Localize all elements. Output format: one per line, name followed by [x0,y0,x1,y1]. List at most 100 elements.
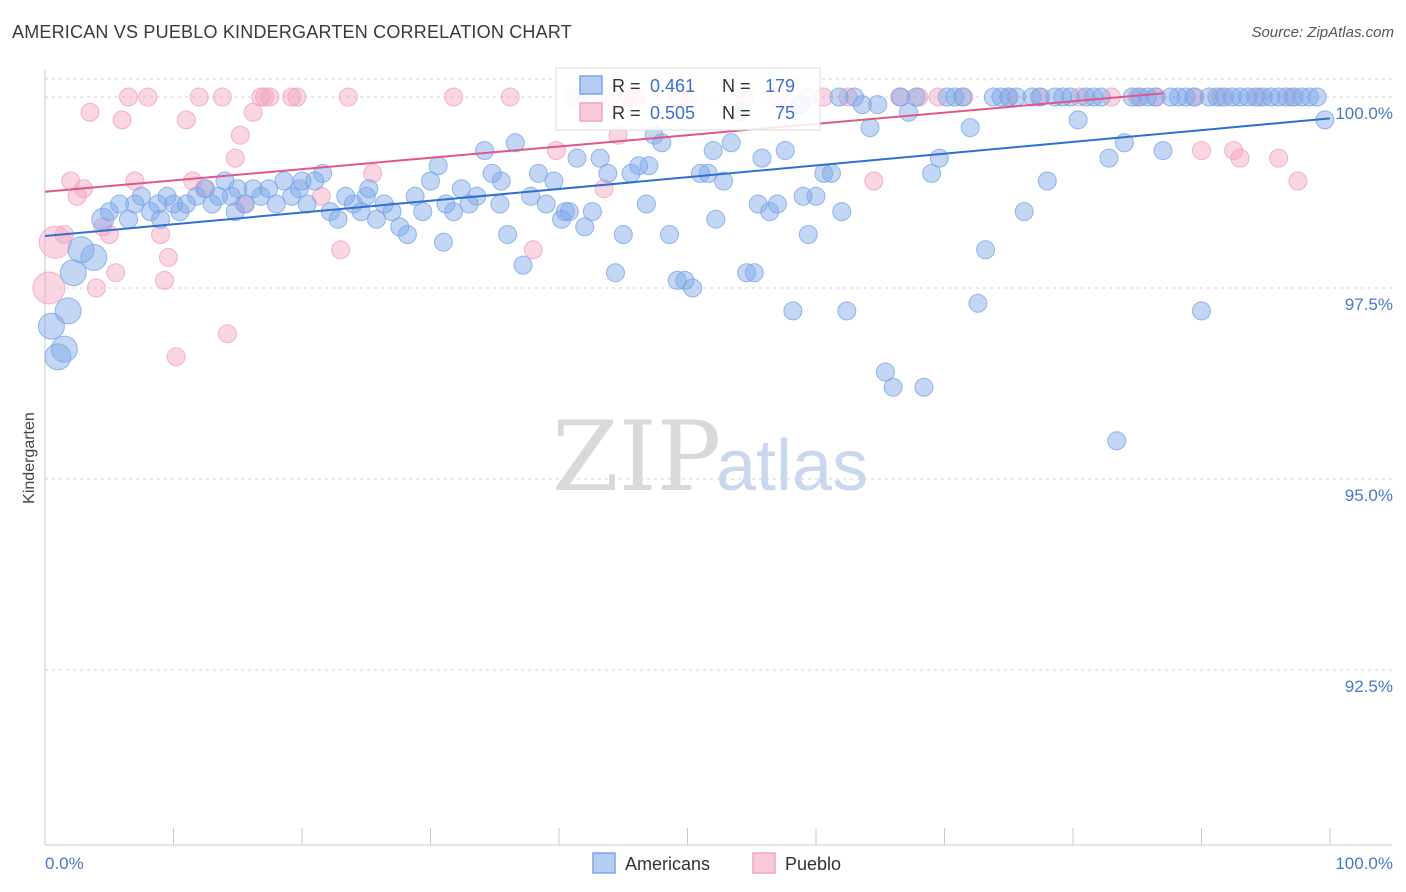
american-point [1161,87,1181,107]
pueblo-point [444,87,464,107]
american-point [1276,87,1296,107]
american-point [1168,87,1188,107]
american-point [444,202,464,222]
american-point [1246,87,1265,107]
american-point [475,141,494,160]
american-point [1037,171,1057,191]
american-point [125,194,145,214]
american-point [1192,301,1211,321]
american-point [157,186,177,206]
american-point [1261,87,1281,107]
american-point [1184,87,1204,107]
american-point [225,202,245,222]
pueblo-point [1192,141,1211,160]
american-point [906,87,926,107]
american-r-label: R = [612,76,641,96]
pueblo-point [282,87,302,107]
american-point [1299,87,1319,107]
series-legend: Americans Pueblo [592,852,841,874]
american-point [251,186,271,206]
american-point [459,194,479,214]
gridlines [45,78,1392,671]
american-swatch [579,75,603,95]
american-point [80,243,108,271]
pueblo-point [1288,171,1308,191]
x-ticks [44,828,1331,845]
pueblo-point [1269,148,1289,168]
pueblo-point [864,171,884,191]
american-point [613,225,633,244]
pueblo-point [119,87,138,107]
watermark: ZIP atlas [552,401,868,513]
x-tick-label-min: 0.0% [45,854,84,873]
pueblo-point [189,87,209,107]
pueblo-n-label: N = [722,103,751,123]
american-point [266,194,286,214]
pueblo-point [176,110,196,130]
pueblo-point [500,87,520,107]
american-point [228,179,248,199]
source-label: Source: ZipAtlas.com [1251,24,1394,41]
american-point [806,186,826,206]
american-point [606,263,625,283]
american-point [536,194,556,214]
american-point [313,163,333,183]
american-r-value: 0.461 [650,76,695,96]
pueblo-point [331,240,351,260]
pueblo-point [1224,141,1244,160]
pueblo-point [138,87,158,107]
american-point [914,377,934,397]
american-point [929,148,949,168]
american-point [1014,202,1034,222]
american-point [1238,87,1258,107]
pueblo-point [218,324,237,344]
american-point [798,225,818,244]
american-point [976,240,996,260]
pueblo-r-label: R = [612,103,641,123]
pueblo-point [32,271,66,305]
american-point [945,87,965,107]
pueblo-point [158,247,178,267]
american-point [1022,87,1042,107]
american-point [1307,87,1327,107]
american-point [991,87,1011,107]
american-point [140,202,160,222]
trend-lines [44,92,1331,238]
american-point [629,156,649,176]
american-point [356,186,376,206]
american-point [767,194,787,214]
american-point [860,118,880,138]
pueblo-trend-line [44,92,1164,193]
american-point [236,194,255,214]
y-tick-label: 92.5% [1345,677,1393,696]
american-point [292,171,312,191]
american-point [1099,148,1119,168]
american-point [953,87,972,107]
american-point [67,236,95,264]
pueblo-swatch [579,102,603,122]
american-point [110,194,129,214]
american-point [737,263,757,283]
american-point [775,141,795,160]
american-point [1030,87,1050,107]
american-point [590,148,610,168]
american-point [639,156,659,176]
american-point [1215,87,1235,107]
pueblo-point [338,87,358,107]
american-point [845,87,864,107]
american-point [744,263,764,283]
american-point [1222,87,1242,107]
pueblo-point [255,87,275,107]
american-point [598,163,618,183]
american-point [390,217,410,237]
american-point [868,95,888,115]
american-point [752,148,772,168]
legend-label-pueblo: Pueblo [785,854,841,874]
pueblo-point [86,278,106,298]
pueblo-point [1230,148,1250,168]
american-point [243,179,263,199]
pueblo-point [106,263,126,283]
american-n-label: N = [722,76,751,96]
pueblo-point [212,87,232,107]
american-point [883,377,903,397]
